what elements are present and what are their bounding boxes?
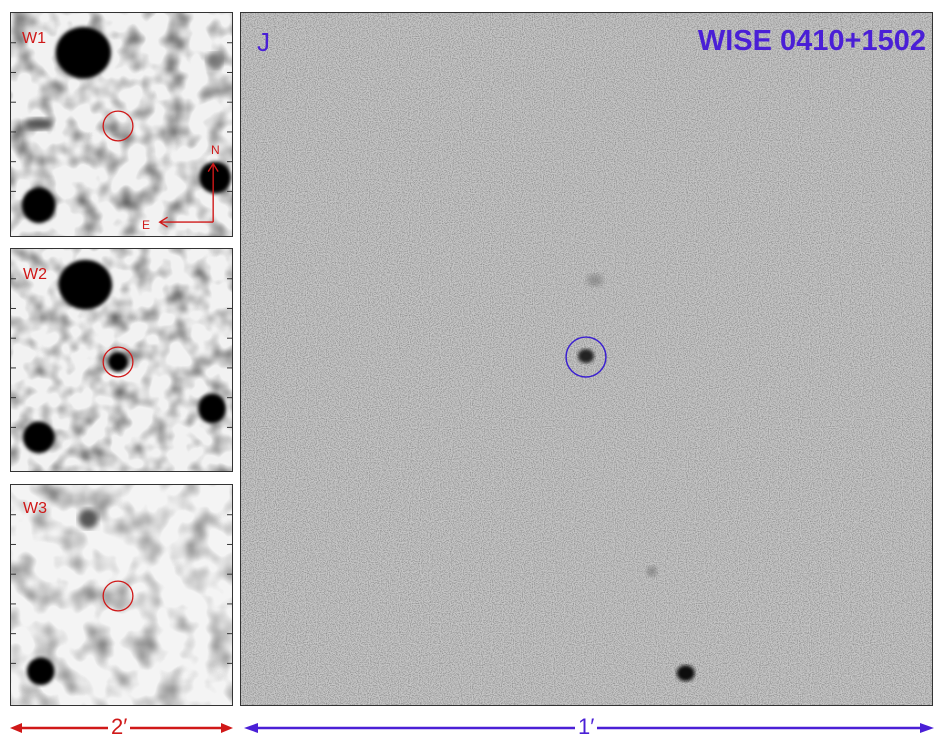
compass-arrows <box>158 162 219 228</box>
w3-target-circle <box>102 580 134 612</box>
w1-panel: W1 N E <box>10 12 233 237</box>
w1-source-left <box>21 187 56 224</box>
w3-image <box>11 485 232 705</box>
j-target-source <box>578 349 594 363</box>
j-band-panel: J WISE 0410+1502 <box>240 12 933 706</box>
j-field-star <box>676 665 695 682</box>
compass-east-label: E <box>142 218 151 232</box>
w2-target-circle <box>102 346 134 378</box>
w1-source-right <box>199 161 232 194</box>
j-band-image <box>241 13 932 705</box>
w2-target-source <box>108 352 128 372</box>
w3-panel: W3 <box>10 484 233 706</box>
j-label: J <box>257 27 270 57</box>
compass-north-label: N <box>211 143 220 157</box>
wise-scalebar-label: 2′ <box>108 714 131 740</box>
j-scalebar-label: 1′ <box>575 714 598 740</box>
j-target-circle <box>565 336 607 378</box>
w2-label: W2 <box>23 266 47 283</box>
w2-image <box>11 249 232 471</box>
w3-label: W3 <box>23 500 47 517</box>
w2-source-bright <box>58 259 113 310</box>
w3-source-left <box>26 657 55 686</box>
w2-panel: W2 <box>10 248 233 472</box>
w1-label: W1 <box>22 30 46 47</box>
w1-image <box>11 13 232 236</box>
j-scalebar: 1′ <box>244 714 934 740</box>
w1-source-bright <box>55 26 112 79</box>
w2-source-left <box>22 421 55 454</box>
w2-source-right <box>198 393 227 424</box>
wise-scalebar: 2′ <box>10 714 233 740</box>
target-name: WISE 0410+1502 <box>697 25 926 57</box>
w1-target-circle <box>102 110 134 142</box>
